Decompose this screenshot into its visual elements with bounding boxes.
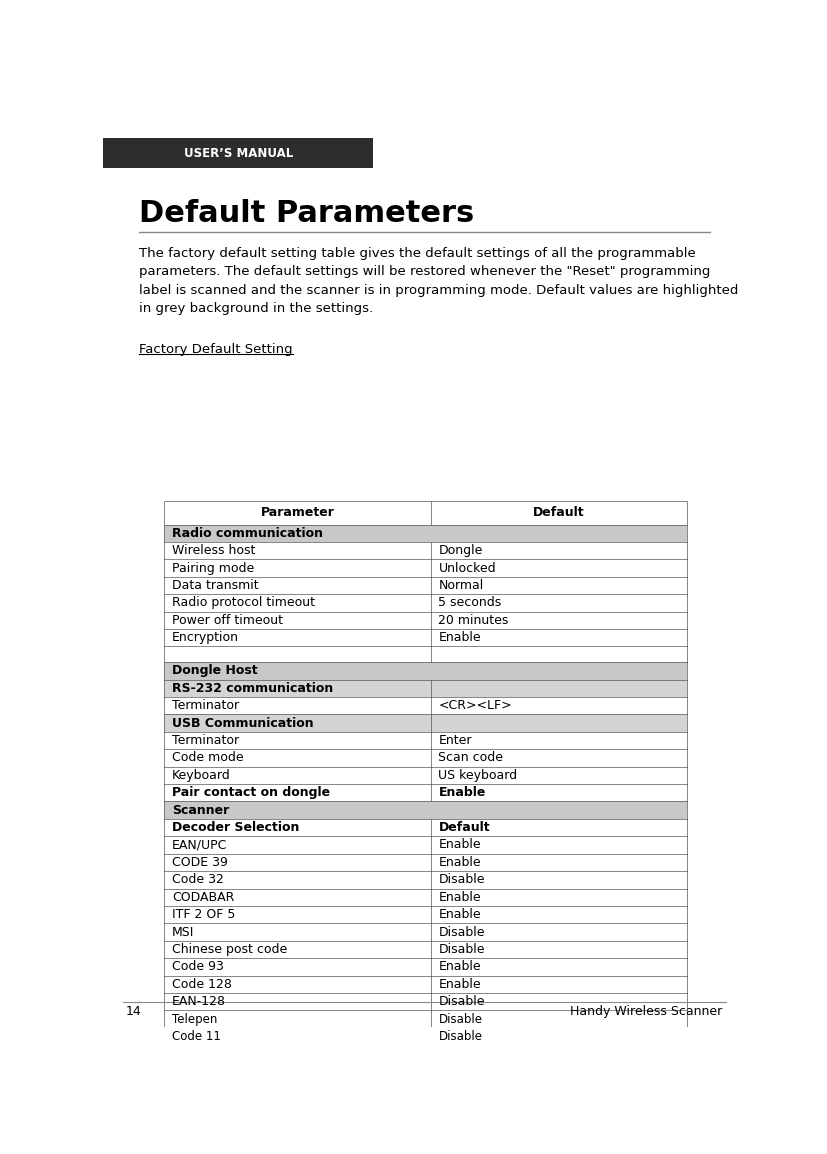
Text: Disable: Disable bbox=[438, 926, 485, 938]
Text: Enter: Enter bbox=[438, 734, 471, 747]
Text: Scanner: Scanner bbox=[172, 803, 229, 817]
Text: Factory Default Setting: Factory Default Setting bbox=[139, 343, 292, 355]
FancyBboxPatch shape bbox=[165, 801, 686, 819]
FancyBboxPatch shape bbox=[165, 732, 686, 749]
Text: Encryption: Encryption bbox=[172, 631, 239, 644]
Text: Enable: Enable bbox=[438, 839, 480, 852]
FancyBboxPatch shape bbox=[165, 662, 686, 680]
FancyBboxPatch shape bbox=[165, 923, 686, 941]
Text: Radio communication: Radio communication bbox=[172, 526, 323, 540]
FancyBboxPatch shape bbox=[165, 629, 686, 646]
Text: Chinese post code: Chinese post code bbox=[172, 943, 287, 956]
Text: Default: Default bbox=[533, 507, 584, 519]
Text: Parameter: Parameter bbox=[261, 507, 334, 519]
Text: Enable: Enable bbox=[438, 631, 480, 644]
Text: EAN/UPC: EAN/UPC bbox=[172, 839, 227, 852]
FancyBboxPatch shape bbox=[165, 941, 686, 958]
FancyBboxPatch shape bbox=[165, 646, 686, 662]
FancyBboxPatch shape bbox=[165, 958, 686, 975]
FancyBboxPatch shape bbox=[165, 975, 686, 994]
Text: Power off timeout: Power off timeout bbox=[172, 614, 283, 627]
Text: Keyboard: Keyboard bbox=[172, 769, 231, 781]
FancyBboxPatch shape bbox=[165, 906, 686, 923]
Text: Enable: Enable bbox=[438, 891, 480, 904]
FancyBboxPatch shape bbox=[165, 612, 686, 629]
FancyBboxPatch shape bbox=[165, 577, 686, 594]
Text: Default: Default bbox=[438, 822, 490, 834]
FancyBboxPatch shape bbox=[165, 1011, 686, 1028]
FancyBboxPatch shape bbox=[165, 837, 686, 854]
Text: Enable: Enable bbox=[438, 908, 480, 921]
FancyBboxPatch shape bbox=[165, 525, 686, 542]
Text: CODE 39: CODE 39 bbox=[172, 856, 227, 869]
FancyBboxPatch shape bbox=[165, 819, 686, 837]
Text: Radio protocol timeout: Radio protocol timeout bbox=[172, 597, 315, 609]
FancyBboxPatch shape bbox=[165, 784, 686, 801]
Text: Code 11: Code 11 bbox=[172, 1031, 221, 1043]
Text: Disable: Disable bbox=[438, 995, 485, 1009]
Text: Disable: Disable bbox=[438, 1031, 482, 1043]
Text: Scan code: Scan code bbox=[438, 751, 503, 764]
Text: Enable: Enable bbox=[438, 960, 480, 974]
Text: ITF 2 OF 5: ITF 2 OF 5 bbox=[172, 908, 235, 921]
Text: Enable: Enable bbox=[438, 856, 480, 869]
Text: Enable: Enable bbox=[438, 977, 480, 991]
Text: Code mode: Code mode bbox=[172, 751, 243, 764]
FancyBboxPatch shape bbox=[165, 714, 686, 732]
FancyBboxPatch shape bbox=[165, 994, 686, 1011]
Text: CODABAR: CODABAR bbox=[172, 891, 234, 904]
Text: 5 seconds: 5 seconds bbox=[438, 597, 501, 609]
FancyBboxPatch shape bbox=[165, 766, 686, 784]
Text: Terminator: Terminator bbox=[172, 734, 239, 747]
Text: US keyboard: US keyboard bbox=[438, 769, 517, 781]
Text: Disable: Disable bbox=[438, 943, 485, 956]
Text: Default Parameters: Default Parameters bbox=[139, 198, 474, 227]
Text: Wireless host: Wireless host bbox=[172, 545, 256, 557]
FancyBboxPatch shape bbox=[165, 1028, 686, 1046]
Text: USER’S MANUAL: USER’S MANUAL bbox=[184, 147, 293, 159]
FancyBboxPatch shape bbox=[165, 889, 686, 906]
FancyBboxPatch shape bbox=[103, 138, 372, 167]
Text: Pairing mode: Pairing mode bbox=[172, 562, 254, 575]
FancyBboxPatch shape bbox=[165, 594, 686, 612]
Text: Pair contact on dongle: Pair contact on dongle bbox=[172, 786, 330, 800]
Text: Code 32: Code 32 bbox=[172, 874, 224, 886]
FancyBboxPatch shape bbox=[165, 560, 686, 577]
Text: RS-232 communication: RS-232 communication bbox=[172, 682, 333, 695]
FancyBboxPatch shape bbox=[165, 749, 686, 766]
FancyBboxPatch shape bbox=[165, 871, 686, 889]
Text: Disable: Disable bbox=[438, 874, 485, 886]
Text: The factory default setting table gives the default settings of all the programm: The factory default setting table gives … bbox=[139, 247, 738, 315]
Text: EAN-128: EAN-128 bbox=[172, 995, 226, 1009]
Text: Normal: Normal bbox=[438, 579, 483, 592]
Text: Terminator: Terminator bbox=[172, 699, 239, 712]
Text: Dongle: Dongle bbox=[438, 545, 482, 557]
FancyBboxPatch shape bbox=[165, 501, 686, 525]
Text: Handy Wireless Scanner: Handy Wireless Scanner bbox=[570, 1005, 722, 1018]
Text: 14: 14 bbox=[126, 1005, 141, 1018]
Text: Code 93: Code 93 bbox=[172, 960, 224, 974]
FancyBboxPatch shape bbox=[165, 697, 686, 714]
Text: <CR><LF>: <CR><LF> bbox=[438, 699, 511, 712]
Text: USB Communication: USB Communication bbox=[172, 717, 313, 729]
Text: Decoder Selection: Decoder Selection bbox=[172, 822, 299, 834]
Text: Telepen: Telepen bbox=[172, 1013, 218, 1026]
FancyBboxPatch shape bbox=[165, 542, 686, 560]
Text: Disable: Disable bbox=[438, 1013, 482, 1026]
Text: MSI: MSI bbox=[172, 926, 194, 938]
FancyBboxPatch shape bbox=[165, 854, 686, 871]
Text: 20 minutes: 20 minutes bbox=[438, 614, 509, 627]
Text: Code 128: Code 128 bbox=[172, 977, 232, 991]
Text: Unlocked: Unlocked bbox=[438, 562, 495, 575]
Text: Data transmit: Data transmit bbox=[172, 579, 259, 592]
Text: Enable: Enable bbox=[438, 786, 485, 800]
Text: Dongle Host: Dongle Host bbox=[172, 665, 257, 677]
FancyBboxPatch shape bbox=[165, 680, 686, 697]
